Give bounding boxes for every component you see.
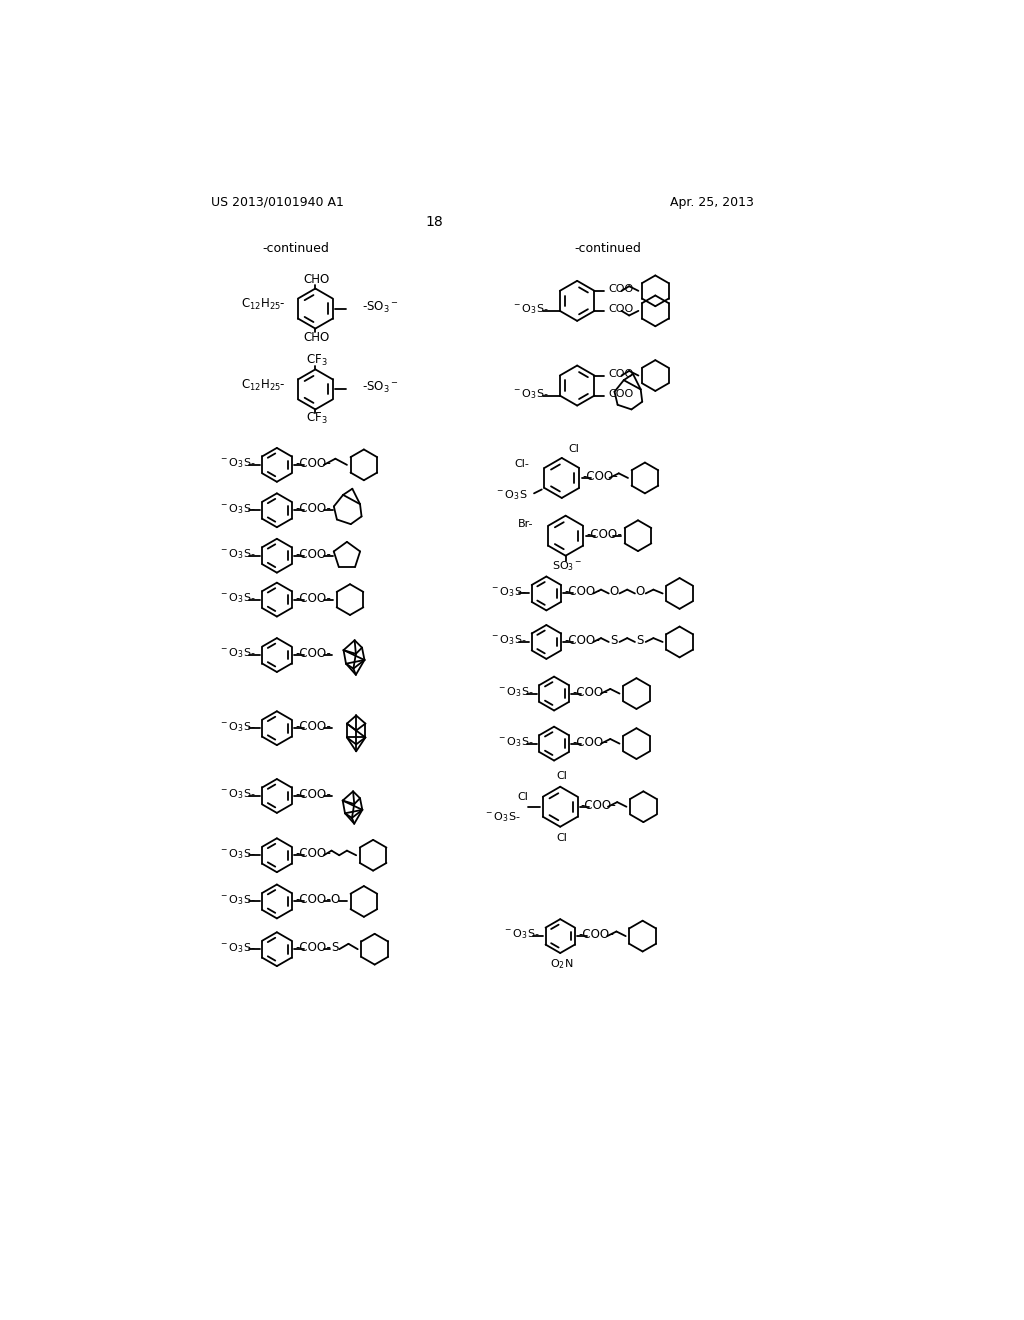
Text: $^-$O$_3$S-: $^-$O$_3$S- <box>218 719 255 734</box>
Text: -COO-: -COO- <box>295 788 331 801</box>
Text: Cl-: Cl- <box>514 459 529 469</box>
Text: -SO$_3$$^-$: -SO$_3$$^-$ <box>361 380 398 396</box>
Text: -COO-: -COO- <box>564 585 600 598</box>
Text: $^-$O$_3$S-: $^-$O$_3$S- <box>489 585 526 599</box>
Text: -continued: -continued <box>263 242 330 255</box>
Text: 18: 18 <box>426 215 443 230</box>
Text: $^-$O$_3$S-: $^-$O$_3$S- <box>218 847 255 861</box>
Text: $^-$O$_3$S: $^-$O$_3$S <box>496 488 528 502</box>
Text: -COO-: -COO- <box>572 735 608 748</box>
Text: -COO-: -COO- <box>295 647 331 660</box>
Text: US 2013/0101940 A1: US 2013/0101940 A1 <box>211 195 344 209</box>
Text: -COO-: -COO- <box>295 457 331 470</box>
Text: -COO-: -COO- <box>295 721 331 733</box>
Text: S: S <box>637 634 644 647</box>
Text: $^-$O$_3$S-: $^-$O$_3$S- <box>218 647 255 660</box>
Text: $^-$O$_3$S-: $^-$O$_3$S- <box>218 457 255 470</box>
Text: Cl: Cl <box>568 444 579 454</box>
Text: -COO-: -COO- <box>295 941 331 954</box>
Text: $^-$O$_3$S-: $^-$O$_3$S- <box>498 735 534 748</box>
Text: Cl: Cl <box>556 771 567 781</box>
Text: -COO-: -COO- <box>583 470 618 483</box>
Text: S: S <box>331 941 338 954</box>
Text: CHO: CHO <box>304 273 330 286</box>
Text: $^-$O$_3$S-: $^-$O$_3$S- <box>218 788 255 801</box>
Text: $^-$O$_3$S-: $^-$O$_3$S- <box>218 502 255 516</box>
Text: -COO-: -COO- <box>579 928 614 941</box>
Text: $^-$O$_3$S-: $^-$O$_3$S- <box>218 941 255 954</box>
Text: Cl: Cl <box>556 833 567 842</box>
Text: $^-$O$_3$S-: $^-$O$_3$S- <box>218 894 255 907</box>
Text: $^-$O$_3$S-: $^-$O$_3$S- <box>218 591 255 605</box>
Text: O: O <box>609 585 618 598</box>
Text: -COO-: -COO- <box>295 847 331 861</box>
Text: O$_2$N: O$_2$N <box>550 957 573 970</box>
Text: C$_{12}$H$_{25}$-: C$_{12}$H$_{25}$- <box>241 378 286 393</box>
Text: COO: COO <box>608 389 634 399</box>
Text: $^-$O$_3$S-: $^-$O$_3$S- <box>498 685 534 698</box>
Text: COO: COO <box>608 284 634 294</box>
Text: Cl: Cl <box>517 792 528 803</box>
Text: -COO-: -COO- <box>572 685 608 698</box>
Text: Br-: Br- <box>518 519 534 529</box>
Text: COO: COO <box>608 305 634 314</box>
Text: COO: COO <box>608 370 634 379</box>
Text: S: S <box>610 634 617 647</box>
Text: -continued: -continued <box>574 242 641 255</box>
Text: $^-$O$_3$S-: $^-$O$_3$S- <box>483 810 520 825</box>
Text: -COO-: -COO- <box>295 591 331 605</box>
Text: $^-$O$_3$S-: $^-$O$_3$S- <box>504 928 540 941</box>
Text: -COO-: -COO- <box>295 548 331 561</box>
Text: -COO-: -COO- <box>564 634 600 647</box>
Text: CF$_3$: CF$_3$ <box>306 411 328 426</box>
Text: -COO-: -COO- <box>295 894 331 907</box>
Text: CHO: CHO <box>304 331 330 345</box>
Text: O: O <box>636 585 645 598</box>
Text: Apr. 25, 2013: Apr. 25, 2013 <box>670 195 754 209</box>
Text: C$_{12}$H$_{25}$-: C$_{12}$H$_{25}$- <box>241 297 286 313</box>
Text: -COO-: -COO- <box>295 502 331 515</box>
Text: -COO-: -COO- <box>581 799 616 812</box>
Text: $^-$O$_3$S-: $^-$O$_3$S- <box>512 387 549 401</box>
Text: CF$_3$: CF$_3$ <box>306 352 328 368</box>
Text: SO$_3$$^-$: SO$_3$$^-$ <box>552 560 583 573</box>
Text: -SO$_3$$^-$: -SO$_3$$^-$ <box>361 300 398 314</box>
Text: O: O <box>330 894 339 907</box>
Text: $^-$O$_3$S-: $^-$O$_3$S- <box>489 634 526 647</box>
Text: $^-$O$_3$S-: $^-$O$_3$S- <box>218 548 255 561</box>
Text: -COO-: -COO- <box>586 528 622 541</box>
Text: $^-$O$_3$S-: $^-$O$_3$S- <box>512 302 549 317</box>
